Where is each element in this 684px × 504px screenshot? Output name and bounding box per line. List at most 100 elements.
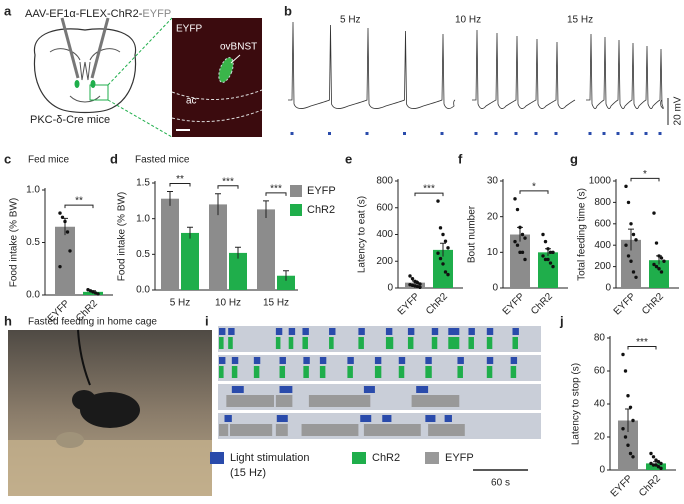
stimulation-block [510, 357, 518, 364]
data-point [651, 463, 656, 467]
significance-bracket [414, 192, 444, 197]
x-tick-label: 10 Hz [215, 298, 241, 309]
frequency-label: 10 Hz [455, 15, 481, 26]
y-tick-label: 0.5 [136, 249, 150, 260]
virus-reporter: EYFP [142, 8, 171, 20]
y-tick-label: 60 [594, 366, 606, 377]
panel-label: f [458, 151, 463, 166]
data-point [634, 275, 638, 279]
y-tick-label: 0 [605, 283, 611, 294]
feeding-block [219, 337, 224, 349]
y-tick-label: 1.0 [136, 213, 150, 224]
chart-title: Fed mice [28, 155, 70, 166]
data-point [551, 264, 555, 269]
data-point [628, 451, 633, 456]
data-point [446, 272, 450, 277]
data-point [68, 249, 72, 253]
light-pulse [440, 132, 444, 135]
x-tick-label: ChR2 [640, 291, 666, 317]
error-bar [440, 242, 446, 257]
light-pulse [514, 132, 518, 135]
significance-label: * [643, 169, 647, 180]
feeding-block [411, 395, 460, 407]
x-tick-label: ChR2 [529, 291, 555, 317]
voltage-trace [288, 21, 456, 109]
feeding-block [431, 337, 438, 349]
ventricle [79, 61, 91, 81]
y-axis-label: Food intake (% BW) [9, 198, 20, 287]
fiber [90, 17, 110, 79]
feeding-block [385, 337, 394, 349]
micrograph [172, 18, 262, 137]
stimulation-block [457, 357, 464, 364]
feeding-block [231, 366, 238, 378]
light-pulse [630, 132, 634, 135]
data-point [656, 460, 661, 464]
stimulation-block [231, 386, 244, 393]
legend-swatch [290, 204, 302, 216]
light-pulse [602, 132, 606, 135]
brain-detail [49, 48, 121, 103]
frequency-label: 5 Hz [340, 15, 361, 26]
mouse-line: PKC-δ-Cre mice [30, 114, 110, 126]
light-pulse [588, 132, 592, 135]
significance-label: *** [222, 176, 234, 187]
stimulation-block [231, 357, 239, 364]
data-point [443, 270, 448, 274]
x-tick-label: ChR2 [637, 473, 663, 499]
bar [649, 260, 669, 288]
stimulation-block [302, 328, 309, 335]
significance-bracket [630, 177, 660, 182]
data-point [418, 282, 422, 286]
stimulation-block [219, 357, 226, 364]
stimulation-block [512, 328, 519, 335]
feeding-block [428, 424, 465, 436]
significance-label: *** [423, 184, 435, 195]
data-point [441, 262, 445, 266]
significance-label: ** [75, 196, 83, 207]
stimulation-block [329, 328, 336, 335]
data-point [546, 257, 550, 262]
feeding-block [486, 366, 493, 378]
stimulation-block [224, 415, 232, 422]
data-point [513, 239, 517, 244]
bar [257, 209, 275, 290]
light-pulse [474, 132, 478, 135]
data-point [631, 232, 636, 237]
expression-spot [90, 80, 96, 88]
feeding-block [275, 395, 293, 407]
feeding-block [226, 395, 275, 407]
bar [181, 232, 199, 290]
stimulation-block [253, 357, 261, 364]
stimulation-block [407, 328, 415, 335]
stimulation-block [468, 328, 475, 335]
data-point [523, 236, 527, 240]
legend-label: EYFP [445, 452, 474, 464]
zoom-box [89, 84, 109, 101]
data-point [657, 267, 661, 271]
light-pulse [658, 132, 662, 135]
y-tick-label: 400 [594, 240, 611, 251]
light-pulse [616, 132, 620, 135]
data-point [548, 250, 553, 255]
stimulation-block [431, 328, 439, 335]
stimulation-block [486, 328, 494, 335]
data-point [649, 461, 653, 466]
data-point [656, 465, 661, 469]
y-tick-label: 0 [492, 283, 498, 294]
feeding-block [374, 366, 382, 378]
y-tick-label: 40 [594, 399, 606, 410]
stimulation-block [228, 328, 235, 335]
expression-spot [74, 80, 80, 88]
feeding-block [398, 366, 405, 378]
legend-swatch [210, 452, 224, 464]
chart-title: Fasted mice [135, 155, 190, 166]
legend-label: Light stimulation [230, 452, 310, 464]
data-point [654, 264, 659, 269]
stimulation-block [398, 357, 406, 364]
data-point [649, 451, 653, 456]
stimulation-block [288, 328, 296, 335]
data-point [651, 455, 656, 459]
feeding-block [302, 337, 308, 349]
legend-swatch [352, 452, 366, 464]
